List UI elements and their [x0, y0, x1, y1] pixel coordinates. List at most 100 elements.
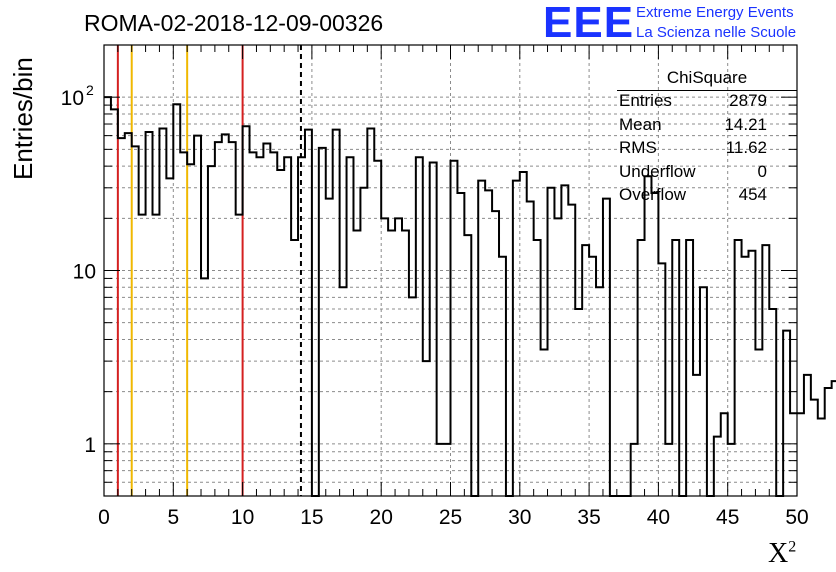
histogram-bin — [790, 413, 797, 496]
histogram-bin — [187, 164, 194, 496]
x-tick-label: 5 — [167, 506, 179, 529]
histogram-bin — [173, 104, 180, 496]
stats-row-overflow: Overflow 454 — [611, 185, 803, 209]
histogram-bin — [485, 190, 492, 496]
histogram-bin — [111, 109, 118, 496]
stats-row-entries: Entries 2879 — [611, 91, 803, 115]
x-axis-label-text: X — [768, 538, 789, 569]
histogram-bin — [277, 170, 284, 496]
histogram-bin — [374, 161, 381, 496]
histogram-bin — [769, 309, 776, 496]
histogram-bin — [457, 193, 464, 496]
histogram-bin — [714, 437, 721, 496]
x-tick-label: 40 — [647, 506, 670, 529]
eee-logo: EEE — [543, 0, 635, 47]
histogram-bin — [464, 235, 471, 496]
histogram-bin — [804, 375, 811, 496]
histogram-bin — [215, 142, 222, 496]
histogram-bin — [180, 152, 187, 496]
histogram-bin — [250, 152, 257, 496]
stats-label: RMS — [619, 138, 657, 157]
histogram-bin — [409, 297, 416, 496]
histogram-bin — [243, 126, 250, 496]
histogram-bin — [811, 400, 818, 496]
chart-title: ROMA-02-2018-12-09-00326 — [84, 10, 384, 36]
histogram-bin — [347, 157, 354, 496]
histogram-bin — [146, 132, 153, 496]
histogram-bin — [818, 418, 825, 496]
histogram-bin — [451, 161, 458, 496]
histogram-bin — [360, 188, 367, 496]
histogram-bin — [561, 185, 568, 496]
histogram-bins — [104, 96, 836, 497]
histogram-outline — [104, 96, 836, 497]
histogram-bin — [208, 166, 215, 496]
stats-value: 14.21 — [724, 114, 767, 134]
histogram-bin — [575, 309, 582, 496]
histogram-bin — [645, 176, 652, 496]
stats-label: Mean — [619, 114, 662, 134]
y-tick-label: 1 — [84, 434, 96, 457]
histogram-bin — [284, 157, 291, 496]
histogram-bin — [651, 193, 658, 496]
histogram-bin — [755, 350, 762, 496]
y-tick-label: 10 — [73, 261, 96, 284]
x-axis-label: X2 — [768, 538, 796, 570]
histogram-bin — [236, 215, 243, 496]
stats-box-title: ChiSquare — [617, 68, 797, 91]
x-tick-label: 15 — [300, 506, 323, 529]
x-tick-label: 35 — [577, 506, 600, 529]
histogram-bin — [305, 130, 312, 496]
x-tick-label: 30 — [508, 506, 531, 529]
histogram-bin — [153, 215, 160, 496]
y-tick-label: 10 — [61, 87, 84, 110]
stats-value: 0 — [757, 161, 767, 181]
histogram-bin — [721, 413, 728, 496]
histogram-bin — [589, 257, 596, 496]
histogram-bin — [499, 257, 506, 496]
histogram-bin — [742, 257, 749, 496]
histogram-bin — [139, 215, 146, 496]
x-tick-label: 25 — [439, 506, 462, 529]
histogram-bin — [333, 130, 340, 496]
x-tick-label: 50 — [785, 506, 808, 529]
histogram-bin — [118, 138, 125, 496]
histogram-bin — [693, 375, 700, 496]
histogram-bin — [554, 218, 561, 496]
histogram-bin — [783, 331, 790, 496]
histogram-bin — [229, 142, 236, 496]
histogram-bin — [541, 350, 548, 496]
histogram-bin — [548, 188, 555, 496]
histogram-bin — [416, 157, 423, 496]
stats-label: Entries — [619, 91, 672, 110]
histogram-bin — [194, 136, 201, 496]
histogram-bin — [825, 388, 832, 496]
histogram-bin — [222, 134, 229, 496]
histogram-bin — [492, 211, 499, 496]
histogram-bin — [256, 157, 263, 496]
x-tick-label: 45 — [716, 506, 739, 529]
histogram-bin — [430, 162, 437, 496]
histogram-bin — [513, 181, 520, 496]
stats-row-rms: RMS 11.62 — [611, 138, 803, 162]
histogram-bin — [478, 181, 485, 496]
histogram-bin — [159, 128, 166, 496]
histogram-bin — [381, 218, 388, 496]
histogram-bin — [166, 178, 173, 496]
histogram-bin — [568, 205, 575, 496]
histogram-bin — [367, 128, 374, 496]
histogram-bin — [270, 152, 277, 496]
histogram-bin — [395, 218, 402, 496]
histogram-bin — [263, 144, 270, 496]
histogram-bin — [797, 413, 804, 496]
x-tick-label: 10 — [231, 506, 254, 529]
logo-line-1: Extreme Energy Events — [636, 4, 794, 21]
stats-value: 11.62 — [725, 138, 767, 157]
histogram-bin — [201, 278, 208, 496]
histogram-bin — [423, 361, 430, 496]
x-axis: 0 5 10 15 20 25 30 35 40 45 50 — [98, 45, 809, 529]
y-axis-label: Entries/bin — [8, 57, 38, 180]
histogram-bin — [104, 97, 111, 496]
